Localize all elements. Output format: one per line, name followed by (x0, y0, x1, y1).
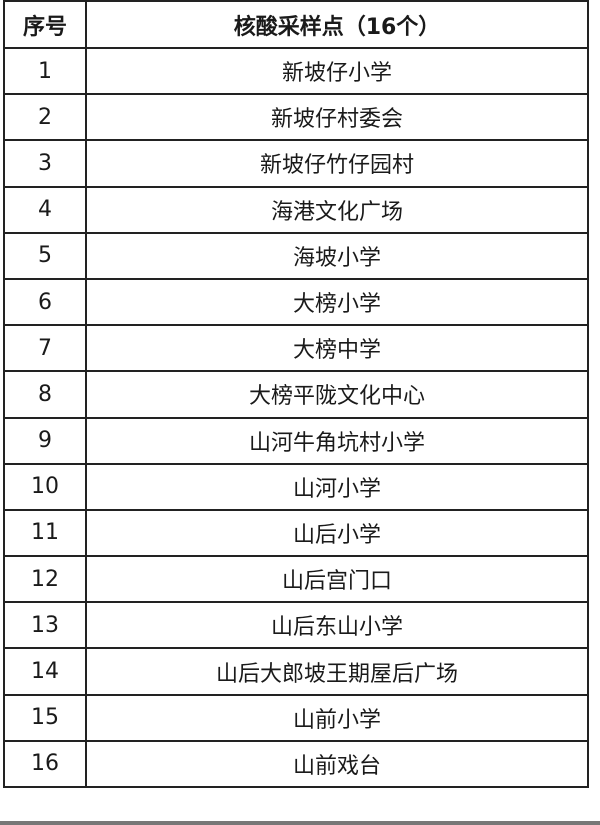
row-index: 15 (3, 693, 87, 742)
row-location: 海港文化广场 (85, 185, 589, 234)
header-location: 核酸采样点（16个） (85, 0, 589, 49)
row-index: 1 (3, 46, 87, 96)
table-row: 7 大榜中学 (3, 324, 589, 373)
row-index: 10 (3, 462, 87, 511)
row-index: 2 (3, 93, 87, 142)
table-row: 3 新坡仔竹仔园村 (3, 139, 589, 188)
table-row: 6 大榜小学 (3, 277, 589, 327)
row-location: 新坡仔村委会 (85, 93, 589, 142)
table-row: 1 新坡仔小学 (3, 46, 589, 96)
row-index: 9 (3, 416, 87, 465)
row-index: 7 (3, 324, 87, 373)
table-row: 8 大榜平陇文化中心 (3, 370, 589, 419)
row-location: 大榜平陇文化中心 (85, 370, 589, 419)
row-location: 海坡小学 (85, 231, 589, 280)
bottom-divider (0, 821, 600, 825)
row-index: 5 (3, 231, 87, 280)
row-index: 3 (3, 139, 87, 188)
row-location: 山后大郎坡王期屋后广场 (85, 647, 589, 696)
table-row: 4 海港文化广场 (3, 185, 589, 234)
row-index: 6 (3, 277, 87, 327)
table-row: 11 山后小学 (3, 508, 589, 558)
row-location: 山前戏台 (85, 739, 589, 789)
row-location: 山后宫门口 (85, 555, 589, 604)
row-index: 11 (3, 508, 87, 558)
table-row: 5 海坡小学 (3, 231, 589, 280)
row-index: 14 (3, 647, 87, 696)
sampling-points-table: 序号 核酸采样点（16个） 1 新坡仔小学 2 新坡仔村委会 3 新坡仔竹仔园村 4 海港文化… (3, 0, 589, 789)
row-location: 山后小学 (85, 508, 589, 558)
row-index: 12 (3, 555, 87, 604)
row-location: 山后东山小学 (85, 601, 589, 650)
table-row: 10 山河小学 (3, 462, 589, 511)
table-row: 15 山前小学 (3, 693, 589, 742)
row-location: 大榜小学 (85, 277, 589, 327)
row-location: 山河小学 (85, 462, 589, 511)
header-row: 序号 核酸采样点（16个） (3, 0, 589, 49)
row-location: 新坡仔小学 (85, 46, 589, 96)
table-row: 16 山前戏台 (3, 739, 589, 789)
row-location: 大榜中学 (85, 324, 589, 373)
table-row: 2 新坡仔村委会 (3, 93, 589, 142)
table-row: 13 山后东山小学 (3, 601, 589, 650)
row-index: 16 (3, 739, 87, 789)
row-location: 新坡仔竹仔园村 (85, 139, 589, 188)
row-index: 13 (3, 601, 87, 650)
row-index: 8 (3, 370, 87, 419)
row-index: 4 (3, 185, 87, 234)
row-location: 山河牛角坑村小学 (85, 416, 589, 465)
table-row: 14 山后大郎坡王期屋后广场 (3, 647, 589, 696)
header-index: 序号 (3, 0, 87, 49)
table-row: 12 山后宫门口 (3, 555, 589, 604)
table-row: 9 山河牛角坑村小学 (3, 416, 589, 465)
row-location: 山前小学 (85, 693, 589, 742)
